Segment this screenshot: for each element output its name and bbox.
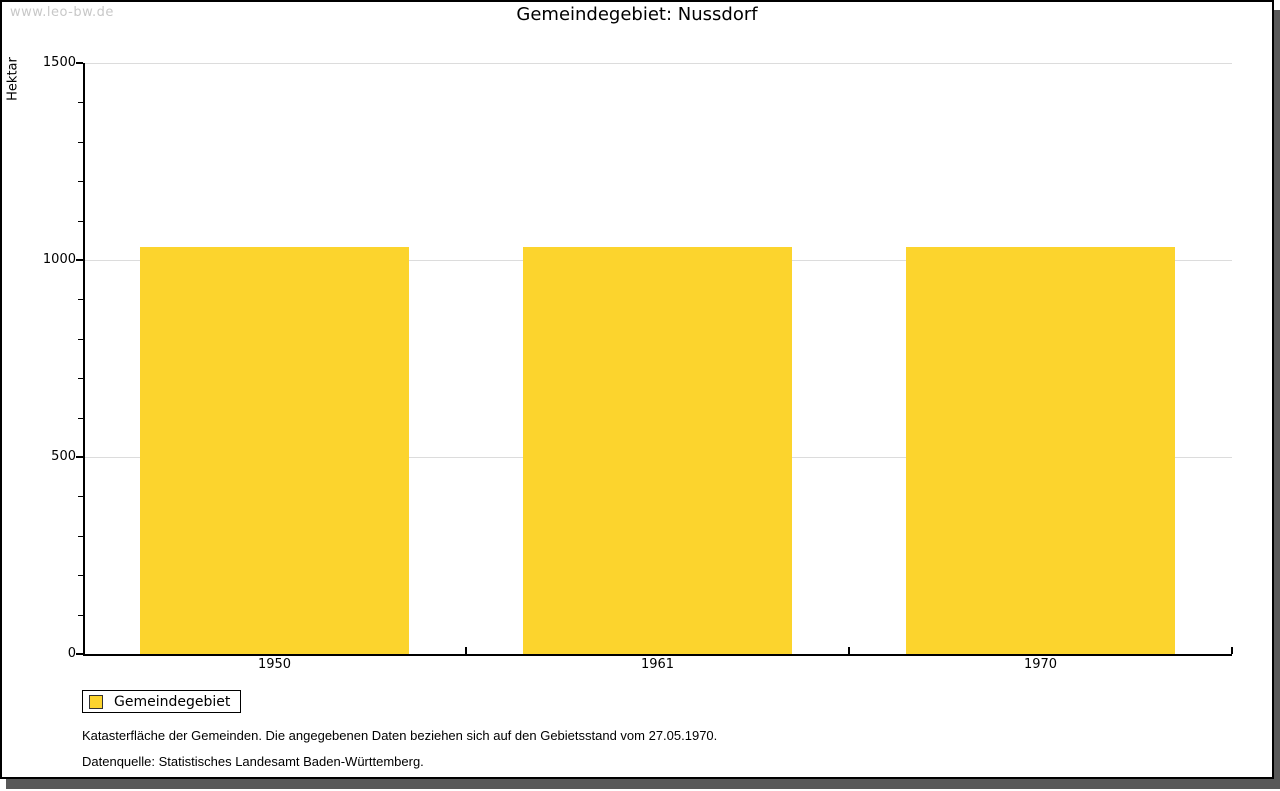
- x-category-label-1970: 1970: [1023, 657, 1058, 672]
- y-minor-tick-400: [78, 496, 83, 498]
- plot-area: 0 500 1000 1500 1950 1961 1970: [2, 2, 1272, 777]
- x-category-tick-3: [1231, 647, 1233, 654]
- legend-swatch-icon: [89, 694, 103, 709]
- y-minor-tick-300: [78, 535, 83, 537]
- y-minor-tick-200: [78, 575, 83, 577]
- watermark: www.leo-bw.de: [10, 5, 114, 20]
- bar-1961: [523, 246, 792, 654]
- y-minor-tick-1100: [78, 220, 83, 222]
- y-major-tick-1500: [76, 62, 83, 64]
- gridline-1500: [83, 63, 1232, 64]
- legend: Gemeindegebiet: [82, 690, 242, 713]
- y-major-tick-0: [76, 653, 83, 655]
- y-minor-tick-900: [78, 299, 83, 301]
- y-major-tick-500: [76, 456, 83, 458]
- y-major-tick-1000: [76, 259, 83, 261]
- x-category-tick-2: [848, 647, 850, 654]
- chart-title: Gemeindegebiet: Nussdorf: [516, 4, 758, 25]
- y-minor-tick-700: [78, 378, 83, 380]
- y-axis-line: [83, 63, 85, 656]
- footnote-source-note: Katasterfläche der Gemeinden. Die angege…: [82, 728, 718, 743]
- x-category-label-1961: 1961: [640, 657, 675, 672]
- x-axis-line: [83, 654, 1232, 656]
- y-minor-tick-800: [78, 338, 83, 340]
- x-category-tick-1: [465, 647, 467, 654]
- x-category-label-1950: 1950: [257, 657, 292, 672]
- y-minor-tick-1200: [78, 181, 83, 183]
- y-tick-label-1000: 1000: [42, 252, 76, 267]
- y-minor-tick-600: [78, 417, 83, 419]
- y-tick-label-1500: 1500: [42, 55, 76, 70]
- y-minor-tick-100: [78, 614, 83, 616]
- y-tick-label-0: 0: [67, 646, 76, 661]
- legend-label: Gemeindegebiet: [114, 693, 231, 710]
- bar-1950: [140, 246, 409, 654]
- y-minor-tick-1300: [78, 141, 83, 143]
- footnote-data-source: Datenquelle: Statistisches Landesamt Bad…: [82, 754, 424, 769]
- y-tick-label-500: 500: [51, 449, 76, 464]
- y-minor-tick-1400: [78, 102, 83, 104]
- bar-1970: [906, 246, 1175, 654]
